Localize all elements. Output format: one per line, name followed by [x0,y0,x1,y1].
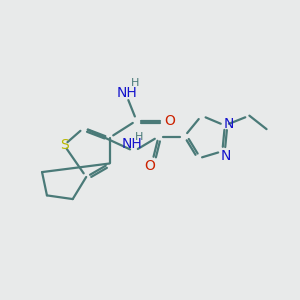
Text: N: N [224,117,234,131]
Text: NH: NH [116,86,137,100]
Text: NH: NH [121,137,142,152]
Text: N: N [221,148,231,163]
Text: S: S [60,138,68,152]
Text: H: H [131,78,140,88]
Text: O: O [145,159,155,173]
Text: O: O [165,114,176,128]
Text: H: H [135,131,144,142]
